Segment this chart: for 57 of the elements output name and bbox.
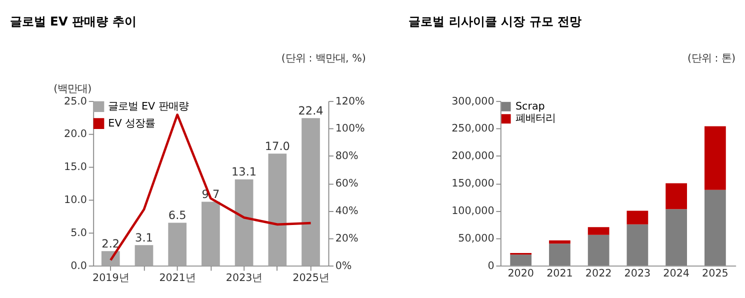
x-tick-label: 2021년 bbox=[159, 272, 196, 284]
y-tick-label: 200,000 bbox=[452, 150, 494, 162]
y-tick-label: 250,000 bbox=[452, 122, 494, 135]
x-tick-label: 2022 bbox=[585, 267, 612, 280]
y-axis-title: (백만대) bbox=[54, 83, 92, 96]
legend-label: Scrap bbox=[515, 100, 545, 112]
legend-label: 폐배터리 bbox=[515, 112, 556, 125]
bar bbox=[302, 118, 320, 266]
y-tick-label: 50,000 bbox=[458, 232, 494, 244]
x-tick-label: 2021 bbox=[546, 267, 573, 280]
bar bbox=[168, 222, 187, 266]
x-tick-label: 2020 bbox=[508, 267, 534, 280]
legend-label: EV 성장률 bbox=[108, 117, 156, 130]
data-label: 22.4 bbox=[298, 104, 324, 118]
data-label: 3.1 bbox=[135, 231, 153, 244]
data-label: 2.2 bbox=[102, 237, 120, 250]
y2-tick-label: 100% bbox=[335, 122, 366, 135]
x-tick-label: 2025년 bbox=[292, 272, 329, 284]
data-label: 13.1 bbox=[232, 166, 257, 179]
y-tick-label: 0 bbox=[488, 260, 494, 272]
chart-title: 글로벌 리사이클 시장 규모 전망 bbox=[408, 14, 582, 29]
text: (단위 : 톤) bbox=[687, 52, 736, 64]
x-tick-label: 2019년 bbox=[92, 272, 129, 284]
y-tick-label: 5.0 bbox=[70, 226, 88, 239]
data-label: 6.5 bbox=[168, 209, 186, 222]
bar bbox=[202, 202, 220, 266]
x-tick-label: 2023 bbox=[624, 267, 651, 280]
y-tick-label: 20.0 bbox=[64, 128, 88, 140]
y-tick-label: 100,000 bbox=[452, 205, 494, 218]
y-tick-label: 25.0 bbox=[64, 95, 88, 108]
y2-tick-label: 80% bbox=[335, 150, 358, 162]
text: (단위 : 백만대, %) bbox=[281, 52, 366, 64]
y-tick-label: 0.0 bbox=[70, 260, 88, 272]
bar bbox=[234, 179, 254, 266]
y2-tick-label: 120% bbox=[335, 95, 366, 108]
bar bbox=[588, 227, 610, 235]
y2-tick-label: 60% bbox=[335, 178, 358, 190]
bar bbox=[704, 126, 726, 190]
x-tick-label: 2025 bbox=[702, 267, 728, 280]
bar bbox=[134, 245, 154, 266]
bar bbox=[666, 183, 688, 210]
y-tick-label: 15.0 bbox=[64, 161, 88, 174]
data-label: 17.0 bbox=[264, 140, 290, 153]
y-tick-label: 10.0 bbox=[64, 194, 88, 206]
legend-label: 글로벌 EV 판매량 bbox=[108, 100, 188, 112]
y-tick-label: 150,000 bbox=[452, 178, 494, 190]
bar bbox=[268, 154, 287, 266]
bar bbox=[626, 210, 648, 224]
bar bbox=[549, 240, 570, 244]
bar bbox=[101, 251, 120, 266]
chart-title: 글로벌 EV 판매량 추이 bbox=[10, 14, 136, 29]
x-tick-label: 2024 bbox=[663, 267, 690, 280]
y-tick-label: 300,000 bbox=[452, 95, 494, 108]
y2-tick-label: 20% bbox=[335, 232, 358, 244]
x-tick-label: 2023년 bbox=[226, 272, 262, 284]
y2-tick-label: 0% bbox=[335, 260, 352, 272]
y2-tick-label: 40% bbox=[335, 205, 358, 218]
